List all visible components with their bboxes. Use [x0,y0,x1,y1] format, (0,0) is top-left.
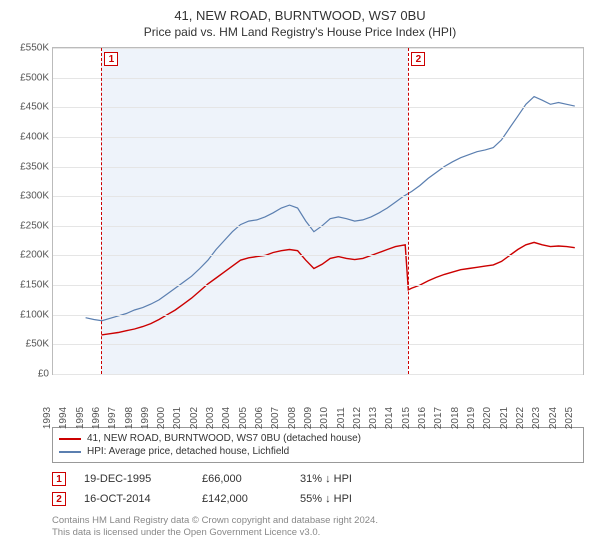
y-tick-label: £350K [20,161,49,172]
x-tick-label: 2014 [384,407,395,429]
gridline [53,107,583,108]
event-price: £142,000 [202,493,282,505]
y-tick-label: £400K [20,131,49,142]
x-axis-ticks: 1993 1994 1995 1996 1997 1998 1999 2000 2001 2002… [42,382,594,432]
gridline [53,167,583,168]
footnote-line: Contains HM Land Registry data © Crown c… [52,515,584,527]
x-tick-label: 1999 [140,407,151,429]
series-line [86,97,575,321]
x-tick-label: 2011 [336,407,347,429]
gridline [53,285,583,286]
x-tick-label: 2003 [205,407,216,429]
event-price: £66,000 [202,473,282,485]
event-row: 2 16-OCT-2014 £142,000 55% ↓ HPI [52,489,584,509]
x-tick-label: 2016 [417,407,428,429]
event-delta: 55% ↓ HPI [300,493,352,505]
x-tick-label: 2008 [287,407,298,429]
y-tick-label: £450K [20,102,49,113]
x-tick-label: 2010 [319,407,330,429]
x-tick-label: 2006 [254,407,265,429]
x-tick-label: 2025 [564,407,575,429]
legend-swatch [59,438,81,440]
x-tick-label: 1998 [124,407,135,429]
gridline [53,226,583,227]
legend-item: HPI: Average price, detached house, Lich… [59,445,577,458]
x-tick-label: 2024 [548,407,559,429]
chart-title: 41, NEW ROAD, BURNTWOOD, WS7 0BU [10,8,590,23]
y-tick-label: £250K [20,220,49,231]
x-tick-label: 2015 [401,407,412,429]
event-marker-line [408,48,409,374]
event-marker-icon: 1 [52,472,66,486]
x-tick-label: 2005 [238,407,249,429]
event-date: 16-OCT-2014 [84,493,184,505]
y-tick-label: £500K [20,72,49,83]
x-tick-label: 2020 [482,407,493,429]
gridline [53,78,583,79]
gridline [53,344,583,345]
x-tick-label: 2013 [368,407,379,429]
event-row: 1 19-DEC-1995 £66,000 31% ↓ HPI [52,469,584,489]
x-tick-label: 1997 [107,407,118,429]
event-marker-icon: 2 [52,492,66,506]
x-tick-label: 2009 [303,407,314,429]
event-delta: 31% ↓ HPI [300,473,352,485]
gridline [53,315,583,316]
y-tick-label: £200K [20,250,49,261]
gridline [53,196,583,197]
x-tick-label: 1994 [58,407,69,429]
footnote: Contains HM Land Registry data © Crown c… [52,515,584,540]
y-tick-label: £100K [20,309,49,320]
legend-swatch [59,451,81,453]
x-tick-label: 2001 [172,407,183,429]
y-tick-label: £300K [20,191,49,202]
x-tick-label: 2018 [450,407,461,429]
event-marker-box: 2 [411,52,425,66]
legend-box: 41, NEW ROAD, BURNTWOOD, WS7 0BU (detach… [52,427,584,463]
x-tick-label: 2017 [433,407,444,429]
gridline [53,374,583,375]
legend-label: 41, NEW ROAD, BURNTWOOD, WS7 0BU (detach… [87,433,361,444]
x-tick-label: 2000 [156,407,167,429]
x-tick-label: 1996 [91,407,102,429]
gridline [53,255,583,256]
x-tick-label: 2004 [221,407,232,429]
event-date: 19-DEC-1995 [84,473,184,485]
x-tick-label: 2022 [515,407,526,429]
plot-area: £0£50K£100K£150K£200K£250K£300K£350K£400… [52,47,584,375]
x-tick-label: 1995 [75,407,86,429]
y-tick-label: £0 [38,369,49,380]
legend-label: HPI: Average price, detached house, Lich… [87,446,289,457]
event-marker-line [101,48,102,374]
x-tick-label: 2023 [531,407,542,429]
chart-container: 41, NEW ROAD, BURNTWOOD, WS7 0BU Price p… [0,0,600,560]
x-tick-label: 2019 [466,407,477,429]
line-chart-svg [53,48,583,374]
x-tick-label: 2007 [270,407,281,429]
events-table: 1 19-DEC-1995 £66,000 31% ↓ HPI 2 16-OCT… [52,469,584,509]
legend-item: 41, NEW ROAD, BURNTWOOD, WS7 0BU (detach… [59,432,577,445]
x-tick-label: 2002 [189,407,200,429]
chart-subtitle: Price paid vs. HM Land Registry's House … [10,25,590,39]
x-tick-label: 2021 [499,407,510,429]
x-tick-label: 1993 [42,407,53,429]
y-tick-label: £50K [26,339,49,350]
event-marker-box: 1 [104,52,118,66]
footnote-line: This data is licensed under the Open Gov… [52,527,584,539]
gridline [53,137,583,138]
y-tick-label: £550K [20,43,49,54]
x-tick-label: 2012 [352,407,363,429]
gridline [53,48,583,49]
y-tick-label: £150K [20,280,49,291]
